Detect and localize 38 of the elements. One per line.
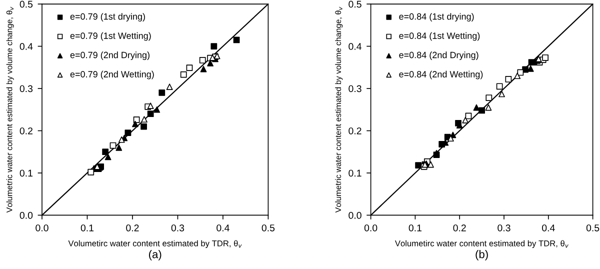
x-tick-label: 0.0 — [364, 224, 378, 232]
text: (b) — [476, 250, 488, 260]
y-tick-label: 0.1 — [348, 170, 362, 177]
x-tick-label: 0.2 — [453, 224, 466, 232]
y-tick-label: 0.0 — [20, 212, 33, 219]
x-tick-label: 0.4 — [542, 224, 555, 232]
legend-label: e=0.79 (1st Wetting) — [70, 32, 151, 41]
y-tick-label: 0.5 — [20, 0, 33, 8]
y-tick-label: 0.2 — [348, 127, 362, 134]
legend-label: e=0.79 (2nd Wetting) — [70, 70, 154, 80]
x-tick-label: 0.4 — [216, 224, 230, 232]
x-tick-label: 0.5 — [262, 224, 275, 232]
legend-label: e=0.84 (2nd Wetting) — [399, 70, 483, 80]
y-tick-label: 0.2 — [20, 127, 32, 134]
x-tick-label: 0.3 — [171, 224, 184, 232]
y-axis-title: Volumetric water content estimated by volume change, θ$_{v}$ — [335, 6, 343, 213]
y-tick-label: 0.4 — [348, 43, 362, 50]
text: (a) — [149, 250, 162, 260]
legend-label: e=0.84 (2nd Drying) — [399, 52, 478, 60]
y-tick-label: 0.0 — [348, 212, 362, 219]
y-axis-title: Volumetric water content estimated by volume change, θ$_{v}$ — [6, 6, 14, 213]
legend-label: e=0.79 (2nd Drying) — [70, 52, 150, 60]
x-axis-title: Volumetirc water content estimated by TDR, θ$_{v}$ — [394, 240, 569, 248]
y-tick-label: 0.4 — [20, 43, 33, 50]
x-tick-label: 0.1 — [408, 224, 422, 232]
y-tick-label: 0.1 — [20, 170, 32, 177]
x-tick-label: 0.3 — [498, 224, 510, 232]
legend-label: e=0.84 (1st Wetting) — [399, 32, 480, 41]
x-tick-label: 0.2 — [126, 224, 139, 232]
x-tick-label: 0.5 — [586, 224, 600, 232]
x-tick-label: 0.1 — [80, 224, 94, 232]
y-tick-label: 0.5 — [348, 0, 362, 8]
legend-label: e=0.79 (1st drying) — [70, 13, 145, 22]
legend-label: e=0.84 (1st drying) — [399, 13, 474, 22]
x-tick-label: 0.0 — [36, 224, 48, 232]
y-tick-label: 0.3 — [20, 85, 33, 92]
y-tick-label: 0.3 — [348, 85, 362, 92]
x-axis-title: Volumetirc water content estimated by TDR, θ$_{v}$ — [68, 240, 242, 248]
